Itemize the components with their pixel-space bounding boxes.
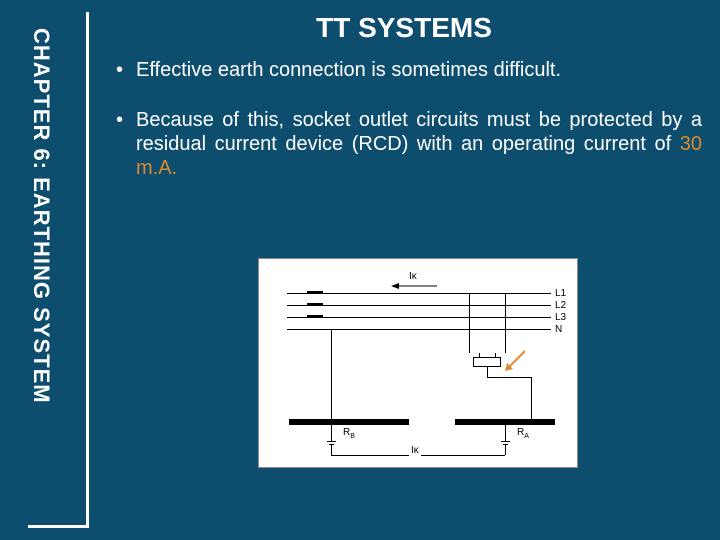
chapter-label: CHAPTER 6: EARTHING SYSTEM: [28, 28, 54, 404]
bullet-mark: •: [116, 58, 136, 82]
earth-bar-left: [289, 419, 409, 425]
wire: [495, 353, 496, 357]
bullet-text-pre: Because of this, socket outlet circuits …: [136, 109, 702, 155]
wire: [505, 445, 506, 455]
fuse-icon: [307, 315, 323, 318]
ground-plate: [327, 441, 336, 442]
wire: [531, 377, 532, 419]
fuse-icon: [307, 291, 323, 294]
layout-horizontal-rule: [28, 525, 89, 528]
bullet-text: Effective earth connection is sometimes …: [136, 58, 561, 82]
bullet-mark: •: [116, 108, 136, 180]
label-rb: RB: [343, 427, 355, 440]
ground-plate: [501, 441, 510, 442]
fault-arrow-icon: [503, 349, 529, 375]
label-l1: L1: [555, 288, 566, 299]
wire: [331, 329, 332, 419]
label-ra: RA: [517, 427, 529, 440]
bullet-text: Because of this, socket outlet circuits …: [136, 108, 702, 180]
layout-vertical-rule: [86, 12, 89, 528]
bullet-item: • Because of this, socket outlet circuit…: [106, 108, 702, 180]
wire: [501, 377, 531, 378]
ground-rod-icon: [505, 425, 506, 441]
wire: [487, 377, 501, 378]
tt-system-diagram: Iκ L1 L2 L3 N RB RA Iκ: [258, 258, 578, 468]
wire: [479, 353, 480, 357]
wire: [469, 293, 470, 353]
label-ik-bottom: Iκ: [409, 445, 421, 456]
bus-n: [287, 329, 551, 330]
ik-arrow-icon: [391, 281, 439, 291]
label-n: N: [555, 324, 562, 335]
bus-l1: [287, 293, 551, 294]
label-l3: L3: [555, 312, 566, 323]
load-box: [473, 357, 501, 367]
bullet-item: • Effective earth connection is sometime…: [106, 58, 702, 82]
label-l2: L2: [555, 300, 566, 311]
wire: [505, 293, 506, 353]
slide-title: TT SYSTEMS: [106, 12, 702, 44]
fuse-icon: [307, 303, 323, 306]
ground-rod-icon: [331, 425, 332, 441]
wire: [331, 445, 332, 455]
bus-l2: [287, 305, 551, 306]
bus-l3: [287, 317, 551, 318]
wire: [487, 367, 488, 377]
